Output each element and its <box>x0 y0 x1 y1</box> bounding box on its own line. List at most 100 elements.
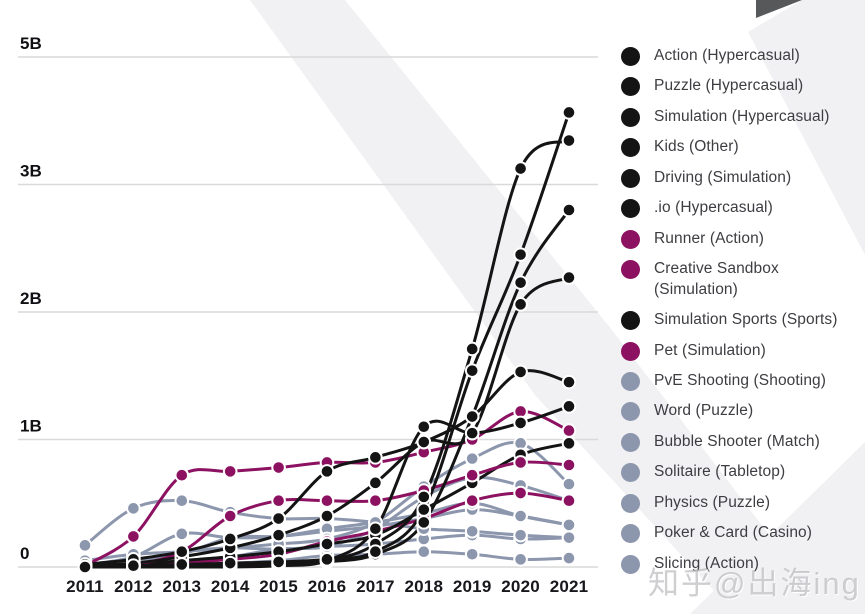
data-point <box>561 270 577 285</box>
legend-item-label: Simulation Sports (Sports) <box>654 311 838 329</box>
data-point <box>513 275 528 290</box>
legend-item-label: Bubble Shooter (Match) <box>654 432 820 450</box>
data-point <box>174 526 190 542</box>
x-tick-label: 2012 <box>114 577 153 596</box>
data-point <box>464 467 480 483</box>
x-tick-label: 2019 <box>453 577 492 596</box>
data-point <box>271 511 286 526</box>
data-point <box>416 489 432 505</box>
data-point <box>174 467 190 483</box>
legend-dot-icon <box>621 260 640 280</box>
data-point <box>368 521 383 537</box>
legend-item-label: Kids (Other) <box>654 138 739 156</box>
legend-dot-icon <box>621 402 640 422</box>
data-point <box>561 133 577 148</box>
legend-item-label: Creative Sandbox (Simulation) <box>654 260 779 298</box>
legend-dot-icon <box>621 77 640 97</box>
legend-dot-icon <box>621 168 640 188</box>
background-band-right <box>748 0 865 255</box>
data-point <box>77 559 93 575</box>
data-point <box>416 502 432 517</box>
data-point <box>319 493 335 509</box>
legend-item-label: Simulation (Hypercasual) <box>654 107 830 125</box>
data-point <box>368 450 383 465</box>
legend-item[interactable]: Slicing (Action) <box>621 554 865 574</box>
legend-dot-icon <box>621 138 640 158</box>
data-point <box>513 161 528 176</box>
legend-dot-icon <box>621 432 640 452</box>
data-point <box>222 531 238 547</box>
legend-item[interactable]: Puzzle (Hypercasual) <box>621 76 865 97</box>
legend-item[interactable]: Simulation (Hypercasual) <box>621 107 865 127</box>
legend-item-label: Slicing (Action) <box>654 554 759 572</box>
y-tick-label: 3B <box>20 162 42 181</box>
legend-item[interactable]: Kids (Other) <box>621 137 865 158</box>
data-point <box>561 550 577 566</box>
x-tick-label: 2016 <box>308 577 347 596</box>
legend-dot-icon <box>621 107 640 127</box>
y-tick-label: 1B <box>20 417 42 436</box>
data-point <box>271 493 286 509</box>
data-point <box>513 297 528 312</box>
data-point <box>561 423 577 438</box>
legend-item-label: Driving (Simulation) <box>654 168 792 186</box>
data-point <box>513 455 528 470</box>
chart-legend: Action (Hypercasual) Puzzle (Hypercasual)… <box>621 46 865 584</box>
x-tick-label: 2011 <box>66 577 104 596</box>
legend-item-label: Pet (Simulation) <box>654 341 766 359</box>
legend-dot-icon <box>621 493 640 513</box>
data-point <box>222 555 238 571</box>
data-point <box>416 419 432 435</box>
data-point <box>561 476 577 492</box>
legend-item[interactable]: Runner (Action) <box>621 229 865 249</box>
legend-item[interactable]: Action (Hypercasual) <box>621 46 865 66</box>
data-point <box>561 436 577 451</box>
legend-item[interactable]: Solitaire (Tabletop) <box>621 462 865 483</box>
legend-item[interactable]: Poker & Card (Casino) <box>621 523 865 544</box>
legend-item[interactable]: Physics (Puzzle) <box>621 493 865 513</box>
y-tick-label: 0 <box>20 544 29 563</box>
legend-item[interactable]: Creative Sandbox (Simulation) <box>621 259 865 300</box>
data-point <box>77 538 93 553</box>
legend-item[interactable]: Pet (Simulation) <box>621 341 865 361</box>
x-tick-label: 2015 <box>259 577 298 596</box>
legend-item[interactable]: Simulation Sports (Sports) <box>621 310 865 331</box>
legend-dot-icon <box>621 341 640 361</box>
legend-item[interactable]: Word (Puzzle) <box>621 401 865 422</box>
y-tick-label: 2B <box>20 289 42 308</box>
legend-dot-icon <box>621 463 640 483</box>
legend-item-label: PvE Shooting (Shooting) <box>654 371 827 389</box>
corner-triangle-icon <box>756 0 802 18</box>
legend-item[interactable]: .io (Hypercasual) <box>621 198 865 219</box>
legend-item-label: Puzzle (Hypercasual) <box>654 77 804 95</box>
data-point <box>368 544 383 560</box>
x-tick-label: 2013 <box>162 577 201 596</box>
data-point <box>222 508 238 524</box>
data-point <box>464 546 480 562</box>
data-point <box>319 552 335 567</box>
legend-item-label: Poker & Card (Casino) <box>654 524 813 542</box>
data-point <box>513 552 528 567</box>
data-point <box>126 558 141 574</box>
legend-item-label: .io (Hypercasual) <box>654 199 773 217</box>
data-point <box>561 517 577 533</box>
legend-item[interactable]: Bubble Shooter (Match) <box>621 432 865 452</box>
legend-item-label: Word (Puzzle) <box>654 402 754 420</box>
legend-dot-icon <box>621 229 640 249</box>
data-point <box>464 409 480 424</box>
data-point <box>126 529 141 544</box>
background-band-top <box>250 0 612 395</box>
legend-item[interactable]: PvE Shooting (Shooting) <box>621 371 865 391</box>
data-point <box>126 501 141 516</box>
legend-dot-icon <box>621 47 640 66</box>
data-point <box>464 425 480 441</box>
legend-item-label: Runner (Action) <box>654 229 765 247</box>
data-point <box>319 536 335 552</box>
data-point <box>561 374 577 390</box>
legend-item-label: Solitaire (Tabletop) <box>654 463 786 481</box>
legend-item[interactable]: Driving (Simulation) <box>621 168 865 188</box>
data-point <box>368 493 383 509</box>
data-point <box>513 415 528 431</box>
legend-item-label: Physics (Puzzle) <box>654 493 771 511</box>
